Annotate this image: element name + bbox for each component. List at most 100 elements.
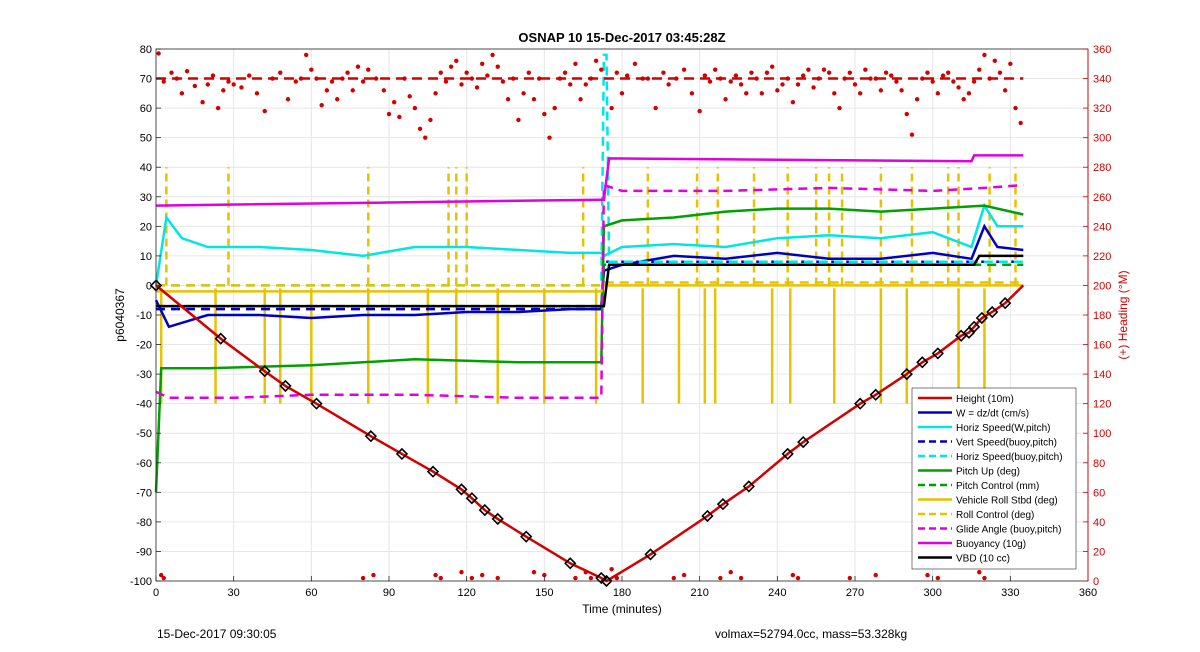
series-line-9 bbox=[155, 183, 1024, 400]
heading-dot bbox=[438, 575, 443, 581]
heading-dot bbox=[707, 79, 713, 84]
heading-dot bbox=[795, 575, 801, 581]
x-axis-label: Time (minutes) bbox=[582, 602, 662, 616]
heading-dot bbox=[759, 91, 764, 96]
y-tick-label-right: 340 bbox=[1093, 74, 1111, 86]
y-tick-label-left: -50 bbox=[136, 428, 152, 440]
legend-label: Pitch Up (deg) bbox=[956, 467, 1020, 478]
y-tick-label-right: 280 bbox=[1093, 162, 1111, 174]
series-line-7 bbox=[156, 284, 1024, 293]
heading-dot bbox=[371, 572, 376, 578]
height-marker bbox=[854, 397, 867, 410]
heading-dot bbox=[459, 569, 464, 575]
heading-dot bbox=[391, 100, 397, 105]
heading-dot bbox=[205, 82, 210, 87]
heading-dot bbox=[588, 76, 594, 81]
heading-dot bbox=[801, 73, 806, 78]
heading-dot bbox=[1002, 88, 1008, 93]
heading-dot bbox=[914, 97, 920, 102]
y-tick-label-right: 320 bbox=[1093, 103, 1111, 115]
heading-dot bbox=[366, 67, 371, 72]
y-tick-label-left: -90 bbox=[136, 546, 152, 558]
legend-label: VBD (10 cc) bbox=[956, 554, 1010, 565]
y-tick-label-left: 30 bbox=[140, 192, 152, 204]
heading-dot bbox=[521, 91, 526, 96]
height-marker bbox=[999, 297, 1012, 310]
heading-dot bbox=[723, 97, 728, 102]
heading-dot bbox=[982, 52, 987, 58]
heading-dot bbox=[210, 73, 216, 78]
height-marker bbox=[395, 447, 409, 461]
heading-dot bbox=[381, 88, 387, 93]
heading-dot bbox=[516, 117, 521, 123]
heading-dot bbox=[480, 572, 485, 578]
heading-dot bbox=[1018, 120, 1023, 126]
heading-dot bbox=[298, 76, 304, 81]
y-tick-label-left: 0 bbox=[146, 280, 152, 292]
height-marker bbox=[595, 571, 608, 585]
heading-dot bbox=[940, 73, 946, 78]
heading-dot bbox=[977, 569, 982, 575]
height-marker bbox=[600, 574, 613, 588]
heading-dot bbox=[583, 569, 588, 575]
heading-dot bbox=[448, 64, 454, 69]
heading-dot bbox=[459, 82, 464, 87]
heading-dot bbox=[681, 67, 687, 72]
y-tick-label-right: 120 bbox=[1093, 399, 1111, 411]
y-tick-label-left: 20 bbox=[140, 221, 152, 233]
footer-vol-mass: volmax=52794.0cc, mass=53.328kg bbox=[715, 627, 908, 641]
heading-dot bbox=[873, 572, 878, 578]
axis-ticks: 0 30 60 90 120 150 180 210 240 270 300 330 360807060… bbox=[130, 44, 1111, 599]
footer-timestamp: 15-Dec-2017 09:30:05 bbox=[157, 627, 277, 641]
heading-dot bbox=[832, 91, 837, 96]
heading-dot bbox=[485, 73, 490, 78]
y-tick-label-left: -60 bbox=[136, 458, 152, 470]
heading-dot bbox=[583, 82, 588, 87]
heading-dot bbox=[402, 76, 407, 81]
heading-dot bbox=[738, 575, 744, 581]
heading-dot bbox=[764, 70, 770, 75]
y-tick-label-left: -40 bbox=[136, 399, 152, 411]
heading-dot bbox=[987, 76, 992, 81]
height-marker bbox=[520, 530, 533, 543]
height-marker bbox=[931, 347, 944, 360]
heading-dot bbox=[624, 73, 630, 78]
heading-dot bbox=[573, 61, 578, 66]
y-tick-label-left: 40 bbox=[140, 162, 152, 174]
heading-dot bbox=[847, 575, 853, 581]
heading-dot bbox=[718, 76, 723, 81]
x-tick-label: 180 bbox=[613, 587, 631, 599]
heading-dot bbox=[480, 61, 485, 66]
heading-dot bbox=[335, 97, 340, 102]
x-tick-label: 240 bbox=[768, 587, 786, 599]
y-tick-label-left: -80 bbox=[136, 517, 152, 529]
heading-dot bbox=[588, 575, 594, 581]
heading-dot bbox=[531, 97, 537, 102]
heading-dot bbox=[490, 52, 495, 58]
height-marker bbox=[644, 548, 657, 561]
heading-dot bbox=[239, 85, 244, 90]
x-tick-label: 60 bbox=[305, 587, 317, 599]
heading-dot bbox=[345, 70, 350, 75]
height-marker bbox=[258, 365, 271, 378]
x-tick-label: 210 bbox=[690, 587, 708, 599]
heading-dot bbox=[935, 575, 941, 581]
x-tick-label: 30 bbox=[228, 587, 240, 599]
chart-title: OSNAP 10 15-Dec-2017 03:45:28Z bbox=[518, 30, 725, 45]
height-marker bbox=[701, 509, 714, 523]
heading-dot bbox=[433, 91, 438, 96]
heading-dot bbox=[536, 76, 542, 81]
heading-dot bbox=[285, 97, 291, 102]
heading-dot bbox=[373, 76, 379, 81]
heading-dot bbox=[946, 70, 951, 75]
heading-dot bbox=[966, 91, 972, 96]
heading-dot bbox=[511, 76, 516, 81]
heading-dot bbox=[899, 88, 904, 93]
y-axis-label-left: p6040367 bbox=[113, 288, 127, 342]
heading-dot bbox=[423, 135, 428, 140]
legend-label: Glide Angle (buoy,pitch) bbox=[956, 525, 1061, 536]
heading-dot bbox=[653, 105, 658, 111]
height-marker bbox=[478, 503, 491, 517]
y-tick-label-right: 360 bbox=[1093, 44, 1111, 56]
